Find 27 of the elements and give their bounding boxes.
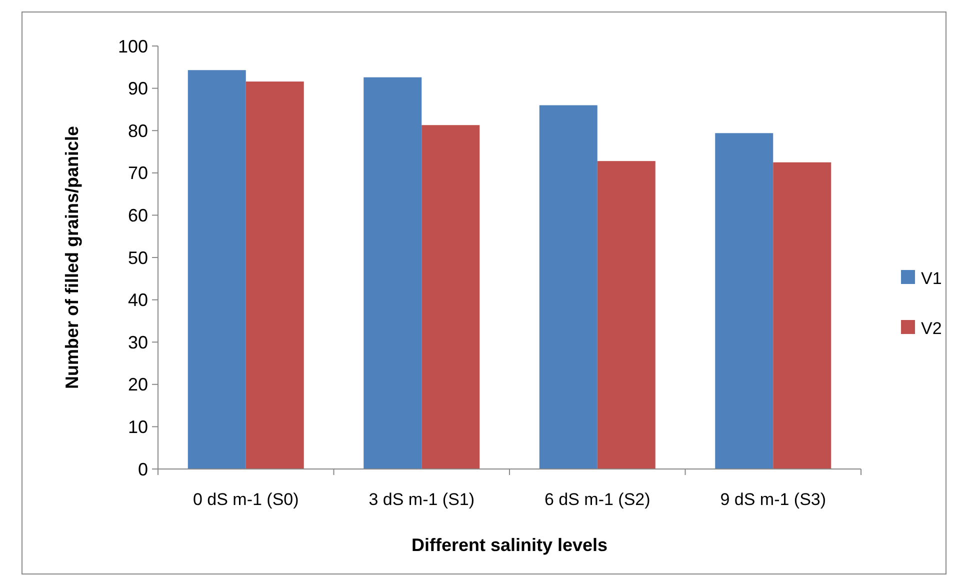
y-tick-label: 20 xyxy=(128,374,148,395)
y-tick-label: 100 xyxy=(118,36,148,56)
legend-label: V2 xyxy=(921,318,942,338)
legend-label: V1 xyxy=(921,268,942,288)
y-tick-label: 90 xyxy=(128,78,148,99)
y-axis-title: Number of filled grains/panicle xyxy=(62,126,82,390)
bar xyxy=(364,77,422,469)
y-tick-label: 40 xyxy=(128,290,148,310)
bar xyxy=(422,125,480,469)
y-tick-label: 50 xyxy=(128,248,148,268)
y-tick-label: 0 xyxy=(138,459,148,480)
bar xyxy=(597,161,656,469)
x-tick-label: 3 dS m-1 (S1) xyxy=(368,490,475,509)
bar xyxy=(539,105,598,469)
y-tick-label: 70 xyxy=(128,163,148,184)
bar xyxy=(246,82,304,469)
y-tick-label: 30 xyxy=(128,332,148,352)
x-tick-label: 6 dS m-1 (S2) xyxy=(544,490,650,509)
bar xyxy=(715,133,774,469)
bar xyxy=(188,70,246,469)
y-tick-label: 60 xyxy=(128,206,148,226)
y-tick-label: 10 xyxy=(128,417,148,437)
x-tick-label: 0 dS m-1 (S0) xyxy=(192,490,299,509)
bar xyxy=(773,162,832,469)
x-tick-label: 9 dS m-1 (S3) xyxy=(720,490,826,509)
y-tick-label: 80 xyxy=(128,120,148,141)
x-axis-title: Different salinity levels xyxy=(411,535,608,555)
